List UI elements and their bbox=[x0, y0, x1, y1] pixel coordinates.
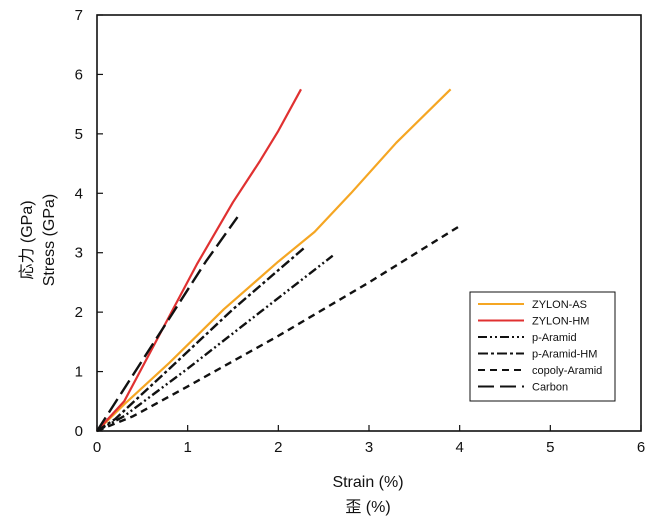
series-line-copoly-aramid bbox=[96, 224, 461, 433]
x-tick-label: 5 bbox=[546, 439, 554, 456]
series-line-carbon bbox=[95, 216, 239, 432]
legend-entry-label: p-Aramid-HM bbox=[532, 349, 597, 361]
y-axis-label: Stress (GPa) bbox=[41, 194, 58, 286]
y-tick-label: 6 bbox=[75, 66, 83, 83]
series-line-zylon-as bbox=[96, 88, 452, 432]
y-tick-label: 5 bbox=[75, 126, 83, 143]
x-tick-label: 2 bbox=[274, 439, 282, 456]
y-axis-label-jp: 応力 (GPa) bbox=[18, 200, 36, 279]
legend-entry-label: p-Aramid bbox=[532, 332, 577, 344]
y-tick-label: 2 bbox=[75, 304, 83, 321]
x-axis-label-jp: 歪 (%) bbox=[345, 499, 390, 516]
x-tick-label: 1 bbox=[183, 439, 191, 456]
x-tick-label: 3 bbox=[365, 439, 373, 456]
x-tick-label: 4 bbox=[455, 439, 463, 456]
y-tick-label: 7 bbox=[75, 7, 83, 24]
legend-entry-label: ZYLON-AS bbox=[532, 299, 587, 311]
x-tick-label: 6 bbox=[637, 439, 645, 456]
legend: ZYLON-AS ZYLON-HM p-Aramid p-Aramid-HM copol… bbox=[469, 291, 616, 402]
series-line-p-aramid-hm bbox=[96, 245, 307, 433]
y-tick-label: 4 bbox=[75, 185, 83, 202]
y-tick-label: 1 bbox=[75, 364, 83, 381]
legend-entry-label: ZYLON-HM bbox=[532, 316, 589, 328]
series-layer bbox=[95, 88, 461, 433]
series-line-zylon-hm bbox=[96, 88, 302, 432]
y-tick-label: 3 bbox=[75, 245, 83, 262]
y-tick-label: 0 bbox=[75, 423, 83, 440]
series-line-p-aramid bbox=[96, 254, 334, 433]
x-axis: 0 1 2 3 4 5 6 bbox=[93, 425, 645, 456]
legend-entry-label: Carbon bbox=[532, 382, 568, 394]
x-tick-label: 0 bbox=[93, 439, 101, 456]
y-axis: 0 1 2 3 4 5 6 7 bbox=[75, 7, 103, 440]
x-axis-label: Strain (%) bbox=[332, 474, 403, 491]
legend-entry-label: copoly-Aramid bbox=[532, 365, 602, 377]
legend-box bbox=[469, 291, 616, 402]
